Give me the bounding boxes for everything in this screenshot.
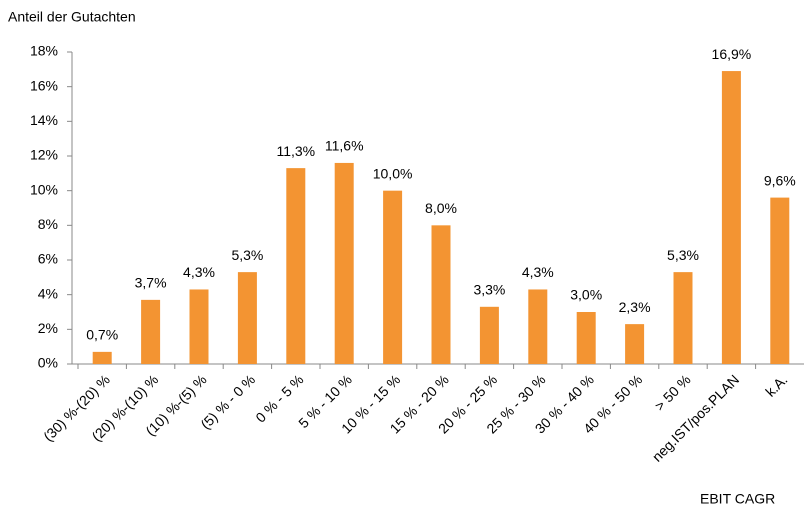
bar <box>576 312 596 364</box>
data-label: 5,3% <box>667 247 699 263</box>
data-label: 3,0% <box>570 287 602 303</box>
x-tick-label: neg.IST/pos.PLAN <box>649 371 742 464</box>
y-tick-label: 14% <box>30 112 58 128</box>
x-tick-label: > 50 % <box>651 371 693 413</box>
bar <box>286 168 306 364</box>
y-tick-label: 2% <box>38 320 58 336</box>
bar <box>528 289 548 364</box>
bar <box>383 190 403 364</box>
data-label: 11,6% <box>325 138 364 154</box>
x-tick-label: k.A. <box>762 371 790 399</box>
data-label: 10,0% <box>373 165 413 181</box>
data-label: 16,9% <box>712 46 752 62</box>
data-label: 3,3% <box>473 282 505 298</box>
bar <box>770 197 790 364</box>
data-label: 0,7% <box>86 327 118 343</box>
bar <box>334 162 354 364</box>
bar <box>237 272 257 364</box>
data-label: 4,3% <box>183 264 215 280</box>
y-tick-label: 18% <box>30 43 58 59</box>
data-label: 8,0% <box>425 200 457 216</box>
y-tick-label: 4% <box>38 285 58 301</box>
data-label: 9,6% <box>764 172 796 188</box>
y-axis-title: Anteil der Gutachten <box>8 9 136 25</box>
y-tick-label: 16% <box>30 77 58 93</box>
bar <box>479 306 499 364</box>
bar <box>673 272 693 364</box>
x-axis-title: EBIT CAGR <box>700 491 775 507</box>
data-label: 3,7% <box>135 275 167 291</box>
bar <box>431 225 451 364</box>
data-label: 5,3% <box>231 247 263 263</box>
y-tick-label: 10% <box>30 181 58 197</box>
y-tick-label: 0% <box>38 355 58 371</box>
bar <box>141 299 161 364</box>
bar <box>92 351 112 364</box>
bar <box>625 324 645 364</box>
y-tick-label: 12% <box>30 147 58 163</box>
bar <box>721 71 741 365</box>
data-label: 2,3% <box>619 299 651 315</box>
data-label: 4,3% <box>522 264 554 280</box>
data-label: 11,3% <box>276 143 315 159</box>
y-tick-label: 6% <box>38 251 58 267</box>
bar <box>189 289 209 364</box>
y-tick-label: 8% <box>38 216 58 232</box>
